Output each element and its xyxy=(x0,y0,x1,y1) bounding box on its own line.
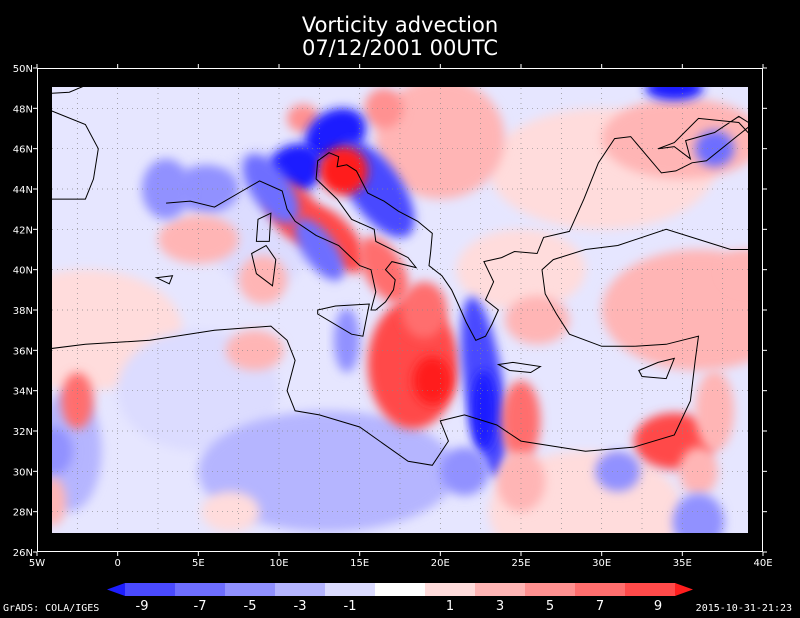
y-tick-label: 32N xyxy=(13,427,33,438)
colorbar-arrow-low xyxy=(107,583,125,596)
y-tick-label: 40N xyxy=(13,266,33,277)
x-tick-label: 0 xyxy=(114,558,120,569)
field-blob xyxy=(319,146,368,196)
y-tick-label: 46N xyxy=(13,145,33,156)
colorbar-segment xyxy=(625,583,676,596)
y-tick-label: 36N xyxy=(13,346,33,357)
coastline xyxy=(154,275,174,285)
field-blob xyxy=(242,154,299,224)
field-blob xyxy=(52,477,67,526)
colorbar-label: 9 xyxy=(654,599,662,614)
x-tick-label: 25E xyxy=(511,558,530,569)
grid-lines xyxy=(52,87,748,533)
colorbar-segment xyxy=(475,583,526,596)
y-tick-label: 34N xyxy=(13,387,33,398)
coastline xyxy=(52,228,748,466)
field-blob xyxy=(695,370,734,452)
x-tick-label: 35E xyxy=(673,558,692,569)
coastlines xyxy=(52,87,748,466)
y-tick-label: 48N xyxy=(13,104,33,115)
field-blob xyxy=(364,88,404,129)
x-tick-label: 10E xyxy=(269,558,288,569)
colorbar-segment xyxy=(275,583,326,596)
x-tick-label: 20E xyxy=(431,558,450,569)
colorbar-label: -3 xyxy=(294,599,307,614)
timestamp-text: 2015-10-31-21:23 xyxy=(695,603,792,614)
colorbar-segment xyxy=(575,583,626,596)
field-blob xyxy=(456,229,586,310)
field-blob xyxy=(645,87,704,101)
y-tick-label: 38N xyxy=(13,306,33,317)
colorbar-segment xyxy=(525,583,576,596)
colorbar-label: 7 xyxy=(596,599,604,614)
field-blob xyxy=(141,158,191,220)
axis-ticks xyxy=(33,64,767,556)
field-blob xyxy=(158,215,239,264)
y-tick-label: 50N xyxy=(13,64,33,75)
coastline xyxy=(52,110,99,200)
coastline xyxy=(255,212,272,242)
field-blob xyxy=(52,390,102,512)
field-blob xyxy=(496,451,546,512)
field-blob xyxy=(412,356,452,405)
colorbar-label: -1 xyxy=(344,599,357,614)
field-blob xyxy=(294,218,344,281)
y-tick-label: 42N xyxy=(13,225,33,236)
coastline xyxy=(52,87,84,94)
colorbar-label: -9 xyxy=(136,599,149,614)
coastline xyxy=(496,361,542,374)
map-title: Vorticity advection xyxy=(301,13,499,37)
field-blob xyxy=(695,130,734,167)
coastline xyxy=(166,115,748,341)
coastline xyxy=(251,244,277,287)
coastline xyxy=(317,303,370,337)
field-blob xyxy=(333,307,360,373)
field-blob xyxy=(440,447,489,496)
colorbar-segment xyxy=(325,583,376,596)
field-blob xyxy=(501,380,541,462)
colorbar-label: -5 xyxy=(244,599,257,614)
field-blob xyxy=(238,255,288,304)
colorbar-label: 1 xyxy=(446,599,454,614)
y-tick-label: 28N xyxy=(13,508,33,519)
colorbar-segment xyxy=(225,583,276,596)
field-blob xyxy=(504,295,570,345)
colorbar-segment xyxy=(175,583,226,596)
field-blob xyxy=(61,372,94,429)
coastline xyxy=(638,357,676,380)
field-blob xyxy=(601,249,748,371)
colorbar-segment xyxy=(375,583,426,596)
x-tick-label: 5E xyxy=(192,558,205,569)
y-tick-label: 30N xyxy=(13,467,33,478)
x-tick-label: 15E xyxy=(350,558,369,569)
field-blob xyxy=(401,281,447,339)
y-tick-label: 26N xyxy=(13,548,33,559)
y-axis-labels: 26N 28N 30N 32N 34N 36N 38N 40N 42N 44N 46N 48N 50N xyxy=(13,64,33,559)
colorbar-segment xyxy=(425,583,476,596)
colorbar: -9 -7 -5 -3 -1 1 3 5 7 9 xyxy=(107,583,693,614)
field-blob xyxy=(225,330,284,371)
field-blob xyxy=(722,249,748,290)
y-tick-label: 44N xyxy=(13,185,33,196)
field-blob xyxy=(201,491,260,532)
colorbar-arrow-high xyxy=(675,583,693,596)
x-axis-labels: 5W 0 5E 10E 15E 20E 25E 30E 35E 40E xyxy=(29,558,773,569)
field-blob xyxy=(52,426,73,476)
map-subtitle: 07/12/2001 00UTC xyxy=(301,36,499,60)
field-blob xyxy=(359,236,409,303)
credit-text: GrADS: COLA/IGES xyxy=(3,603,100,614)
colorbar-label: -7 xyxy=(194,599,207,614)
colorbar-label: 5 xyxy=(546,599,554,614)
colorbar-segment xyxy=(125,583,176,596)
field-blob xyxy=(470,370,497,452)
field-blob xyxy=(679,447,718,496)
colorbar-label: 3 xyxy=(496,599,504,614)
x-tick-label: 30E xyxy=(592,558,611,569)
x-tick-label: 40E xyxy=(753,558,772,569)
x-tick-label: 5W xyxy=(29,558,45,569)
field-blob xyxy=(672,493,725,533)
